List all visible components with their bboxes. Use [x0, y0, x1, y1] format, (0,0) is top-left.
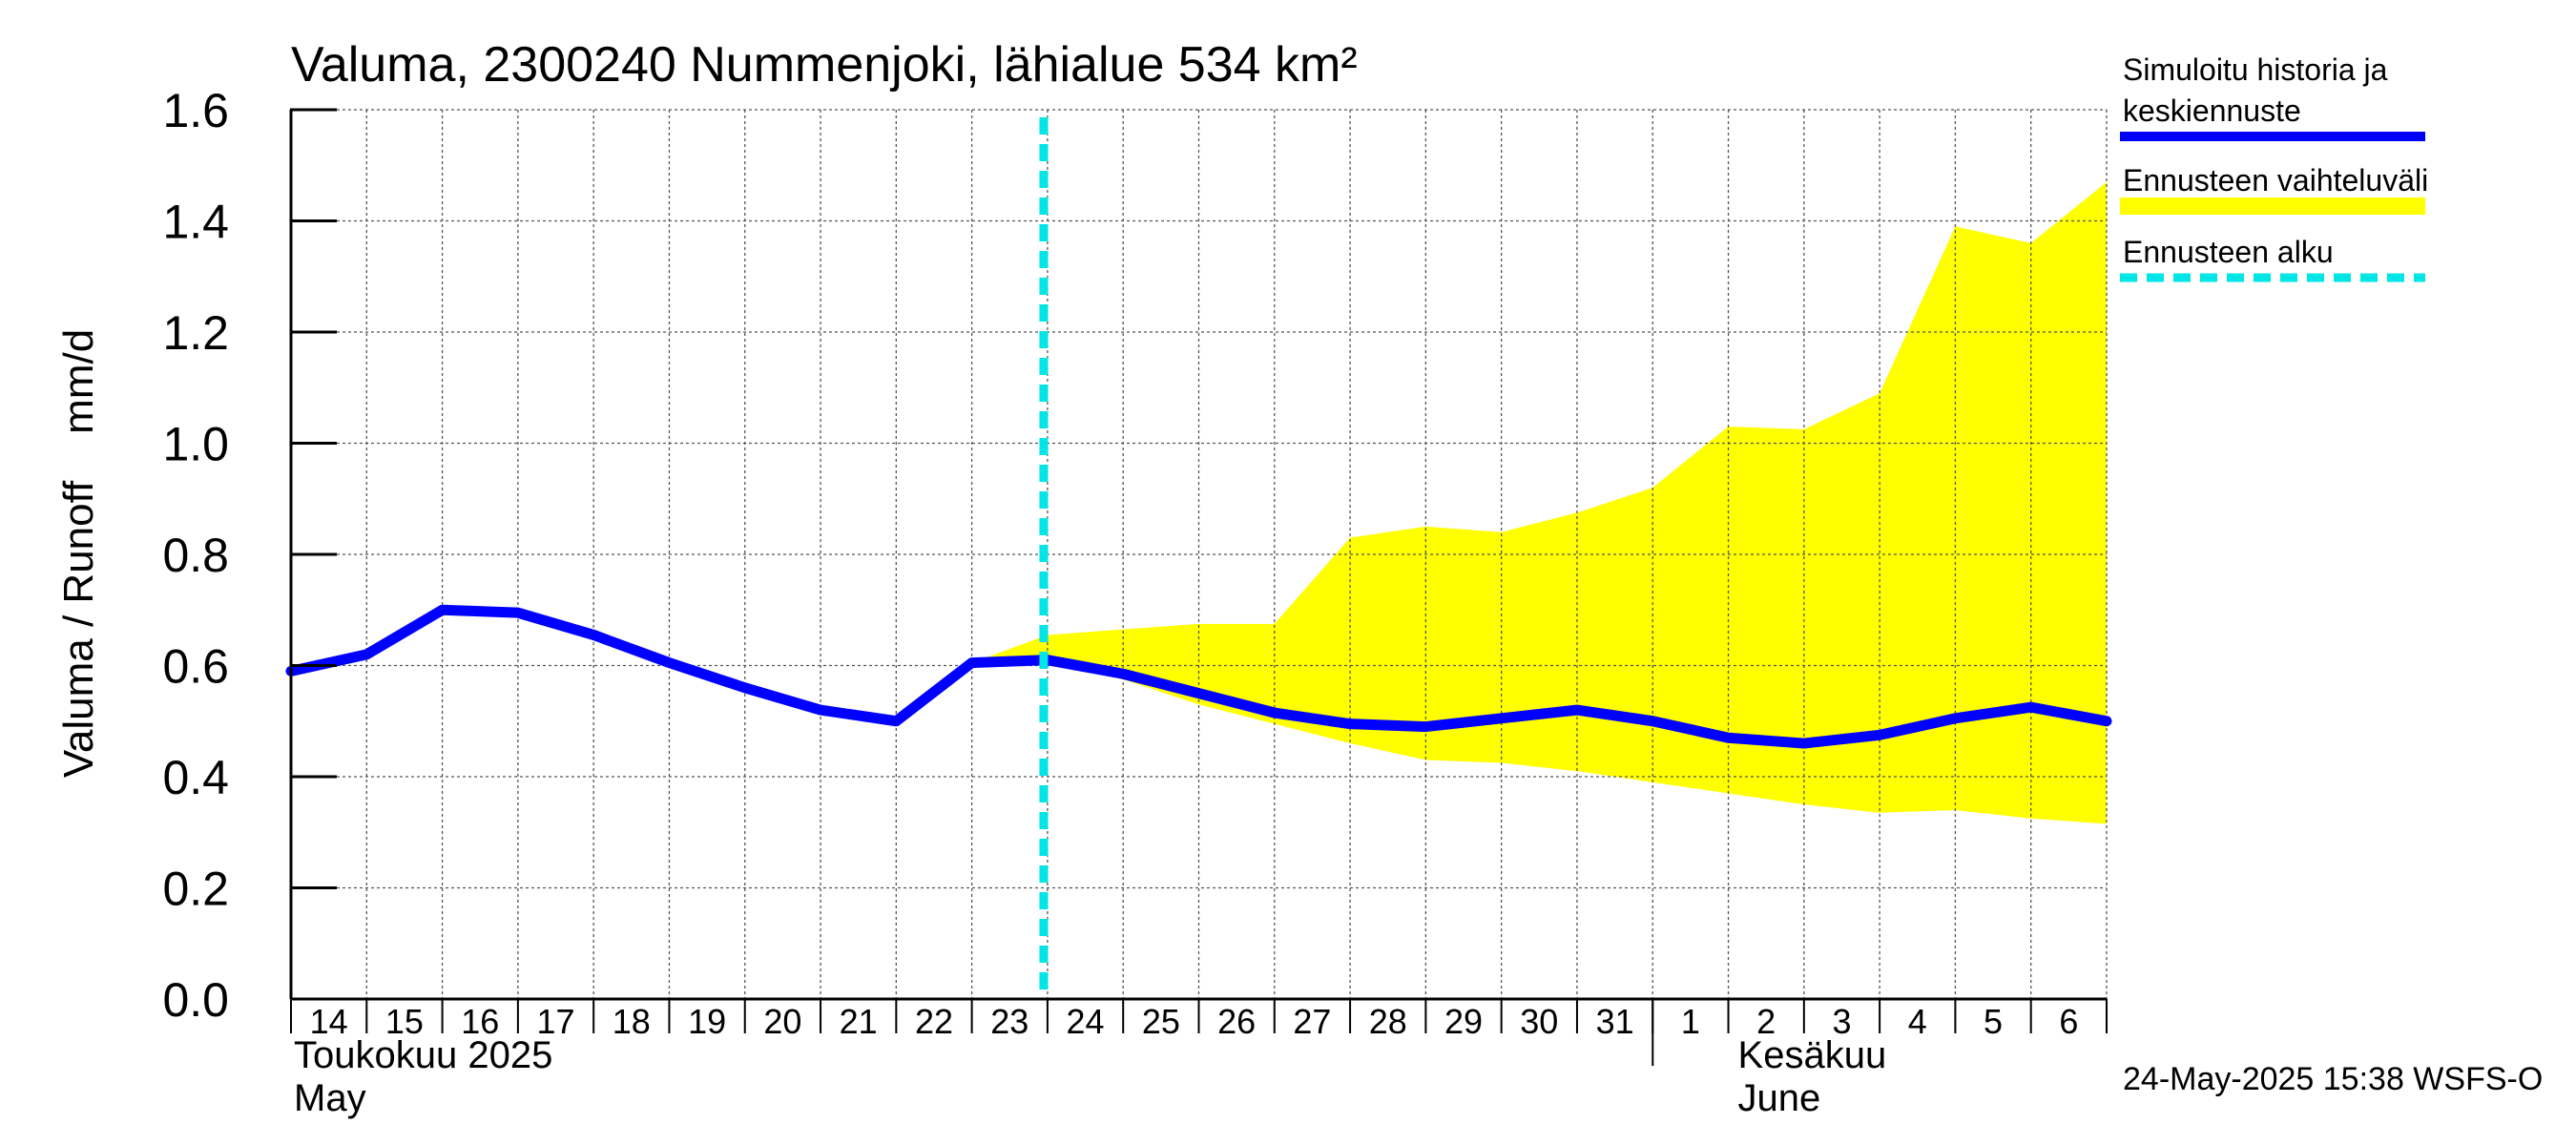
x-tick-label: 28	[1369, 1002, 1407, 1041]
x-tick-label: 29	[1444, 1002, 1483, 1041]
x-tick-label: 1	[1681, 1002, 1700, 1041]
x-tick-label: 21	[840, 1002, 878, 1041]
x-tick-label: 16	[461, 1002, 499, 1041]
x-tick-label: 24	[1067, 1002, 1105, 1041]
x-tick-label: 2	[1756, 1002, 1776, 1041]
x-tick-label: 23	[990, 1002, 1028, 1041]
legend-label-series-line1: Simuloitu historia ja	[2123, 52, 2388, 87]
x-tick-label: 19	[688, 1002, 726, 1041]
month-label-june-fi: Kesäkuu	[1738, 1034, 1887, 1076]
chart-title: Valuma, 2300240 Nummenjoki, lähialue 534…	[291, 37, 1358, 93]
x-tick-label: 6	[2059, 1002, 2078, 1041]
legend-label-series-line2: keskiennuste	[2123, 94, 2301, 128]
x-tick-label: 22	[915, 1002, 953, 1041]
axis-layer: 0.00.20.40.60.81.01.21.41.614 15 16 17 18 19 2…	[162, 84, 2108, 1119]
legend-label-forecast-start: Ennusteen alku	[2123, 235, 2334, 269]
x-tick-label: 30	[1520, 1002, 1558, 1041]
x-tick-label: 31	[1596, 1002, 1634, 1041]
forecast-range-layer	[971, 181, 2107, 824]
month-label-june-en: June	[1738, 1077, 1821, 1119]
x-tick-label: 14	[310, 1002, 348, 1041]
y-tick-label: 1.2	[162, 306, 229, 360]
x-tick-label: 26	[1217, 1002, 1256, 1041]
x-tick-label: 5	[1984, 1002, 2003, 1041]
y-tick-label: 0.0	[162, 973, 229, 1027]
y-tick-label: 1.4	[162, 196, 229, 249]
x-tick-label: 20	[763, 1002, 801, 1041]
y-axis-label: Valuma / Runoff mm/d	[55, 329, 102, 778]
y-tick-label: 0.4	[162, 751, 229, 804]
grid-layer	[291, 109, 2108, 999]
x-tick-label: 25	[1142, 1002, 1180, 1041]
y-tick-label: 1.0	[162, 418, 229, 471]
x-tick-label: 17	[536, 1002, 574, 1041]
x-tick-label: 27	[1293, 1002, 1331, 1041]
legend: Simuloitu historia ja keskiennuste Ennus…	[2120, 52, 2428, 282]
y-tick-label: 0.6	[162, 640, 229, 694]
month-label-may-fi: Toukokuu 2025	[294, 1034, 552, 1076]
x-tick-label: 15	[385, 1002, 424, 1041]
month-label-may-en: May	[294, 1077, 366, 1119]
forecast-range-band	[971, 181, 2107, 824]
y-tick-label: 0.2	[162, 863, 229, 916]
simulated-runoff-line	[285, 604, 2112, 749]
x-tick-label: 4	[1908, 1002, 1927, 1041]
x-tick-label: 3	[1832, 1002, 1851, 1041]
x-tick-label: 18	[613, 1002, 651, 1041]
series-layer	[285, 117, 2112, 999]
y-tick-label: 1.6	[162, 84, 229, 137]
y-tick-label: 0.8	[162, 529, 229, 582]
footer-timestamp: 24-May-2025 15:38 WSFS-O	[2123, 1061, 2543, 1097]
legend-label-range: Ennusteen vaihteluväli	[2123, 163, 2428, 198]
